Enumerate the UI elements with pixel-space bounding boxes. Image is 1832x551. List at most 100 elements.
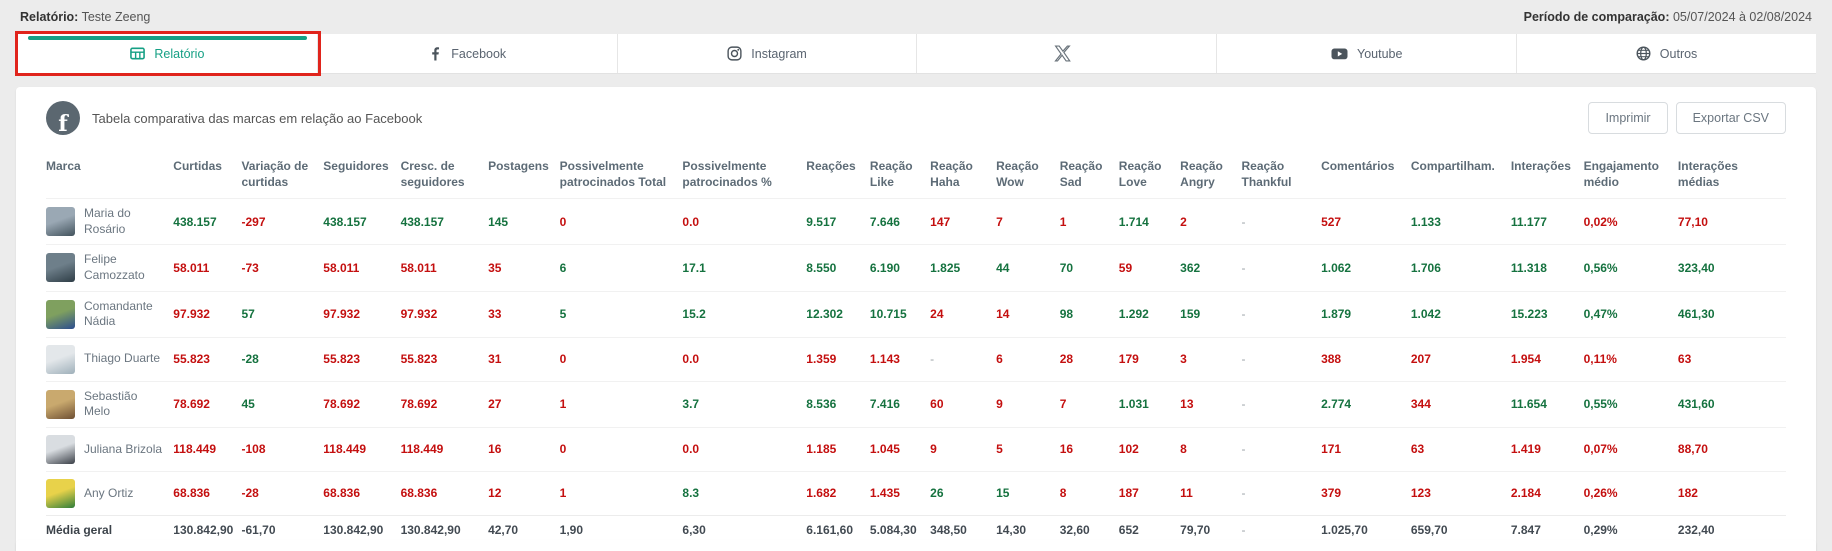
cell-value: 42,70 xyxy=(488,522,519,537)
cell-value: 118.449 xyxy=(323,442,367,457)
tab-instagram[interactable]: Instagram xyxy=(617,34,918,73)
cell-value: 7.646 xyxy=(869,214,900,229)
cell-value: 15 xyxy=(996,486,1010,501)
column-header: Reação Love xyxy=(1118,159,1162,189)
cell-value: 323,40 xyxy=(1677,260,1715,275)
column-header: Comentários xyxy=(1321,159,1395,173)
cell-value: 6 xyxy=(559,260,567,275)
cell-value: 97.932 xyxy=(323,307,360,322)
cell-value: 8 xyxy=(1180,442,1187,457)
cell-value: 26 xyxy=(930,486,944,501)
facebook-comparison-card: f Tabela comparativa das marcas em relaç… xyxy=(16,87,1816,551)
column-header: Reação Thankful xyxy=(1241,159,1292,189)
cell-value: 14,30 xyxy=(996,522,1027,537)
cell-value: 1.714 xyxy=(1118,214,1149,229)
cell-value: 6 xyxy=(996,352,1003,367)
table-row: Thiago Duarte 55.823 -28 55.823 55.823 31 0 0.0… xyxy=(46,336,1786,382)
cell-value: 88,70 xyxy=(1677,442,1708,457)
cell-value: 63 xyxy=(1677,352,1692,367)
export-csv-button[interactable]: Exportar CSV xyxy=(1675,102,1786,134)
cell-value: 1.133 xyxy=(1410,214,1441,229)
cell-value: 68.836 xyxy=(323,486,360,501)
cell-value: 182 xyxy=(1677,486,1698,501)
period-value: 05/07/2024 à 02/08/2024 xyxy=(1672,10,1812,24)
cell-value: - xyxy=(1241,260,1246,275)
cell-value: 431,60 xyxy=(1677,397,1715,412)
cell-value: 60 xyxy=(930,397,944,412)
cell-value: 12 xyxy=(488,486,502,501)
cell-value: 12.302 xyxy=(806,307,843,322)
cell-value: 2 xyxy=(1180,214,1187,229)
tab-youtube[interactable]: Youtube xyxy=(1217,34,1518,73)
footer-label: Média geral xyxy=(46,522,113,537)
cell-value: 344 xyxy=(1410,397,1431,412)
cell-value: 1.185 xyxy=(806,442,837,457)
cell-value: - xyxy=(930,352,935,367)
cell-value: 3 xyxy=(1180,352,1187,367)
table-row: Comandante Nádia 97.932 57 97.932 97.932 33 5 1… xyxy=(46,290,1786,338)
cell-value: 0,55% xyxy=(1583,397,1618,412)
cell-value: 77,10 xyxy=(1677,214,1708,229)
report-name-label: Relatório: Teste Zeeng xyxy=(20,10,150,24)
cell-value: 1.954 xyxy=(1510,352,1541,367)
cell-value: 348,50 xyxy=(930,522,967,537)
table-footer-row: Média geral 130.842,90 -61,70 130.842,90 130… xyxy=(46,514,1786,544)
cell-value: 78.692 xyxy=(323,397,360,412)
cell-value: 9 xyxy=(930,442,937,457)
cell-value: 55.823 xyxy=(323,352,360,367)
cell-value: 1.682 xyxy=(806,486,837,501)
cell-value: 8.550 xyxy=(806,260,837,275)
cell-value: 1.031 xyxy=(1118,397,1149,412)
tab-outros[interactable]: Outros xyxy=(1517,34,1816,73)
cell-value: 28 xyxy=(1059,352,1074,367)
cell-value: 1,90 xyxy=(559,522,584,537)
cell-value: 0.0 xyxy=(682,442,700,457)
column-header: Reação Angry xyxy=(1180,159,1223,189)
tab-label: Relatório xyxy=(154,46,205,61)
cell-value: 0 xyxy=(559,442,567,457)
cell-value: 0 xyxy=(559,352,567,367)
cell-value: 10.715 xyxy=(869,307,907,322)
cell-value: 118.449 xyxy=(400,442,444,457)
cell-value: - xyxy=(1241,352,1246,367)
tab-facebook[interactable]: Facebook xyxy=(317,34,618,73)
cell-value: 97.932 xyxy=(173,307,210,322)
cell-value: 33 xyxy=(488,307,502,322)
tab-x[interactable] xyxy=(917,34,1218,73)
cell-value: 15.2 xyxy=(682,307,706,322)
cell-value: - xyxy=(1241,214,1246,229)
report-name: Teste Zeeng xyxy=(81,10,151,24)
cell-value: 652 xyxy=(1118,522,1139,537)
table-row: Any Ortiz 68.836 -28 68.836 68.836 12 1 8.3 1.68… xyxy=(46,470,1786,516)
cell-value: 1 xyxy=(1059,214,1067,229)
column-header: Curtidas xyxy=(173,159,222,173)
tab-label: Youtube xyxy=(1357,46,1403,61)
column-header: Reação Haha xyxy=(930,159,973,189)
cell-value: 379 xyxy=(1321,486,1342,501)
table-icon xyxy=(130,47,146,60)
cell-value: 527 xyxy=(1321,214,1342,229)
cell-value: 1.435 xyxy=(869,486,900,501)
column-header: Interações médias xyxy=(1677,159,1738,189)
cell-value: 1.062 xyxy=(1321,260,1352,275)
cell-value: 59 xyxy=(1118,260,1133,275)
cell-value: 7 xyxy=(996,214,1003,229)
cell-value: -73 xyxy=(241,260,259,275)
print-button[interactable]: Imprimir xyxy=(1588,102,1668,134)
period-label: Período de comparação: xyxy=(1523,10,1670,24)
cell-value: 58.011 xyxy=(400,260,437,275)
cell-value: 5 xyxy=(559,307,567,322)
cell-value: 0,47% xyxy=(1583,307,1618,322)
youtube-icon xyxy=(1331,48,1348,60)
cell-value: 78.692 xyxy=(173,397,210,412)
cell-value: 11.654 xyxy=(1510,397,1547,412)
cell-value: 1.042 xyxy=(1410,307,1441,322)
cell-value: 362 xyxy=(1180,260,1201,275)
cell-value: 1 xyxy=(559,397,567,412)
tab-relatorio[interactable]: Relatório xyxy=(15,31,321,76)
cell-value: 11.318 xyxy=(1510,260,1547,275)
facebook-circle-icon: f xyxy=(46,101,80,135)
cell-value: -28 xyxy=(241,486,259,501)
cell-value: 5 xyxy=(996,442,1003,457)
cell-value: 0.0 xyxy=(682,352,700,367)
